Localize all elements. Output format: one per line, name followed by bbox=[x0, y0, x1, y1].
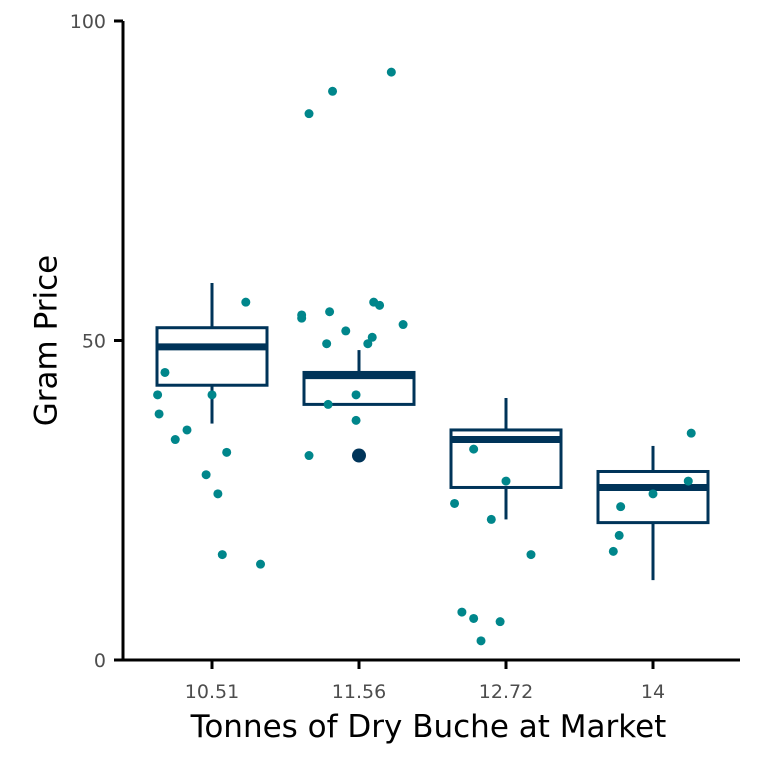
y-tick-label: 50 bbox=[82, 331, 106, 353]
ticks-layer: 0 50 100 10.51 11.56 12.72 14 bbox=[70, 11, 665, 703]
jitter-point bbox=[256, 559, 266, 569]
jitter-point bbox=[616, 502, 626, 512]
jitter-point bbox=[501, 476, 511, 486]
jitter-point bbox=[153, 390, 163, 400]
jitter-point bbox=[217, 550, 227, 560]
jitter-point bbox=[648, 489, 658, 499]
jitter-point bbox=[683, 476, 693, 486]
x-tick-label: 12.72 bbox=[479, 681, 533, 703]
boxes-layer bbox=[155, 282, 710, 581]
jitter-point bbox=[608, 546, 618, 556]
jitter-point bbox=[322, 339, 332, 349]
jitter-point bbox=[495, 617, 505, 627]
points-layer bbox=[153, 67, 696, 646]
box-iqr bbox=[155, 326, 269, 387]
jitter-point bbox=[398, 320, 408, 330]
jitter-point bbox=[160, 367, 170, 377]
jitter-point bbox=[154, 409, 164, 419]
jitter-point bbox=[614, 530, 624, 540]
jitter-point bbox=[182, 425, 192, 435]
x-tick-label: 10.51 bbox=[185, 681, 239, 703]
box-12.72 bbox=[449, 398, 563, 520]
jitter-point bbox=[469, 613, 479, 623]
y-tick-label: 100 bbox=[70, 11, 106, 33]
jitter-point bbox=[375, 300, 385, 310]
jitter-point bbox=[386, 67, 396, 77]
jitter-point bbox=[457, 607, 467, 617]
jitter-point bbox=[222, 447, 232, 457]
jitter-point bbox=[213, 489, 223, 499]
box-10.51 bbox=[155, 282, 269, 424]
jitter-point bbox=[486, 514, 496, 524]
box-14 bbox=[596, 445, 710, 581]
jitter-point bbox=[304, 451, 314, 461]
jitter-point bbox=[351, 390, 361, 400]
jitter-point bbox=[686, 428, 696, 438]
jitter-point bbox=[363, 339, 373, 349]
y-axis-title: Gram Price bbox=[29, 255, 65, 426]
jitter-point bbox=[328, 86, 338, 96]
jitter-point bbox=[367, 332, 377, 342]
jitter-point bbox=[241, 297, 251, 307]
jitter-point bbox=[450, 498, 460, 508]
jitter-point bbox=[207, 390, 217, 400]
jitter-point bbox=[476, 636, 486, 646]
box-11.56 bbox=[302, 350, 416, 463]
jitter-point bbox=[341, 326, 351, 336]
box-outlier bbox=[352, 448, 366, 463]
x-tick-label: 14 bbox=[641, 681, 665, 703]
jitter-point bbox=[323, 399, 333, 409]
x-tick-label: 11.56 bbox=[332, 681, 386, 703]
jitter-point bbox=[526, 550, 536, 560]
x-axis-title: Tonnes of Dry Buche at Market bbox=[190, 709, 667, 745]
jitter-point bbox=[201, 470, 211, 480]
jitter-point bbox=[325, 307, 335, 317]
jitter-point bbox=[297, 310, 307, 320]
jitter-point bbox=[469, 444, 479, 454]
jitter-point bbox=[170, 435, 180, 445]
y-tick-label: 0 bbox=[94, 650, 106, 672]
jitter-point bbox=[351, 415, 361, 425]
jitter-point bbox=[304, 109, 314, 119]
